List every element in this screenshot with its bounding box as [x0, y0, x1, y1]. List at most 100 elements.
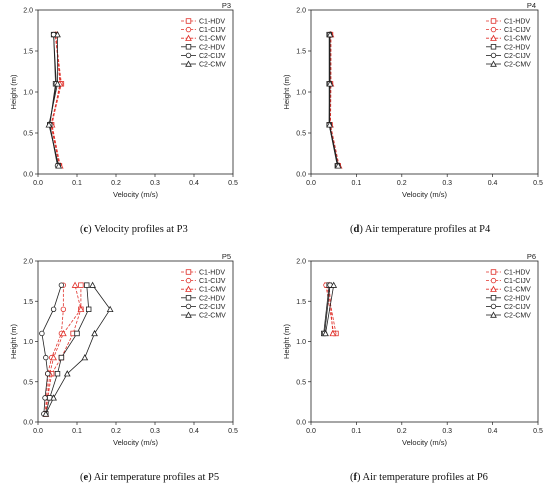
y-tick-label: 1.0 — [296, 339, 306, 346]
data-point — [54, 80, 61, 87]
legend-item: C1-CMV — [181, 285, 226, 294]
legend-marker — [185, 18, 192, 24]
x-tick-label: 0.0 — [306, 180, 316, 187]
legend-label: C1-CIJV — [199, 27, 226, 34]
legend-item: C2-CIJV — [181, 303, 226, 311]
legend-label: C1-CMV — [199, 36, 226, 43]
x-tick-label: 0.2 — [397, 428, 407, 435]
plot-frame — [310, 260, 539, 423]
legend-label: C2-CMV — [504, 62, 531, 69]
x-tick-label: 0.0 — [33, 180, 43, 187]
legend-item: C1-CMV — [486, 34, 531, 43]
y-tick-label: 1.5 — [23, 299, 33, 306]
series-C2-HDV — [326, 31, 341, 169]
legend-label: C2-CIJV — [504, 53, 531, 60]
legend-label: C1-HDV — [504, 19, 530, 26]
series-line — [45, 285, 90, 415]
legend-marker — [185, 295, 192, 301]
y-tick-label: 1.5 — [296, 49, 306, 56]
panel-title: P3 — [222, 1, 231, 10]
legend-label: C2-CMV — [504, 313, 531, 320]
data-point — [71, 281, 79, 288]
legend-label: C2-CMV — [199, 313, 226, 320]
legend-item: C2-CMV — [181, 60, 226, 69]
legend-label: C1-HDV — [504, 270, 530, 277]
panel-title: P4 — [527, 1, 536, 10]
legend-item: C2-HDV — [486, 295, 530, 302]
legend-marker — [185, 311, 192, 318]
legend-label: C1-CIJV — [504, 278, 531, 285]
legend-label: C2-CIJV — [504, 304, 531, 311]
x-tick-label: 0.1 — [72, 180, 82, 187]
legend-label: C2-CIJV — [199, 53, 226, 60]
data-point — [58, 282, 65, 288]
data-point — [58, 354, 65, 361]
x-tick-label: 0.4 — [189, 428, 199, 435]
data-point — [329, 329, 337, 337]
caption-d: (d) Air temperature profiles at P4 — [350, 224, 491, 235]
x-tick-label: 0.4 — [488, 428, 498, 435]
legend-marker — [185, 277, 192, 284]
y-tick-label: 0.0 — [23, 420, 33, 427]
legend-marker — [490, 269, 497, 275]
series-line — [330, 34, 340, 166]
chart-panel-2: 0.0 0.1 0.2 0.3 0.4 0.5 0.0 0.5 1.0 1.5 2.0 Velocit… — [282, 1, 543, 199]
legend-marker — [490, 285, 497, 292]
legend-item: C1-CIJV — [486, 277, 531, 285]
data-point — [322, 329, 329, 337]
data-point — [42, 395, 48, 401]
x-tick-label: 0.3 — [150, 428, 160, 435]
x-tick-label: 0.2 — [397, 180, 407, 187]
series-C2-CIJV — [39, 282, 65, 417]
legend-marker — [490, 44, 497, 50]
series-line — [324, 285, 331, 334]
series-line — [41, 285, 62, 414]
panel-title: P5 — [222, 252, 231, 261]
x-tick-label: 0.4 — [488, 180, 498, 187]
series-C2-CMV — [326, 31, 342, 169]
data-point — [330, 281, 338, 288]
legend-marker — [185, 44, 192, 50]
x-tick-label: 0.5 — [533, 180, 543, 187]
legend-marker — [490, 52, 497, 59]
chart-panel-1: 0.0 0.1 0.2 0.3 0.4 0.5 0.0 0.5 1.0 1.5 2.0 Velocit… — [9, 1, 238, 199]
legend-label: C1-HDV — [199, 270, 225, 277]
legend-label: C1-CMV — [199, 287, 226, 294]
legend-marker — [490, 295, 497, 301]
x-tick-label: 0.5 — [533, 428, 543, 435]
y-tick-label: 0.0 — [296, 420, 306, 427]
data-point — [45, 371, 51, 377]
series-line — [328, 34, 339, 166]
legend-item: C2-CIJV — [486, 52, 531, 60]
data-point — [89, 281, 96, 288]
legend-item: C2-HDV — [181, 44, 225, 51]
series-line — [328, 285, 334, 334]
legend-label: C1-HDV — [199, 19, 225, 26]
legend-item: C1-CMV — [486, 285, 531, 294]
y-tick-label: 2.0 — [23, 8, 33, 15]
panel-title: P6 — [527, 252, 536, 261]
y-axis-label: Height (m) — [282, 74, 291, 110]
legend-marker — [185, 285, 192, 292]
legend-label: C2-HDV — [504, 44, 530, 51]
data-point — [78, 282, 84, 288]
legend-label: C2-HDV — [504, 295, 530, 302]
series-line — [329, 34, 339, 166]
legend-marker — [185, 269, 192, 275]
x-tick-label: 0.3 — [442, 180, 452, 187]
data-point — [81, 354, 89, 361]
y-axis-label: Height (m) — [9, 323, 18, 359]
series-C1-CIJV — [48, 31, 64, 169]
legend-marker — [490, 34, 497, 41]
legend-marker — [185, 303, 192, 310]
legend-item: C2-HDV — [486, 44, 530, 51]
data-point — [86, 306, 92, 312]
y-tick-label: 0.5 — [23, 131, 33, 138]
legend-label: C1-CMV — [504, 287, 531, 294]
legend-marker — [185, 60, 192, 67]
x-axis-label: Velocity (m/s) — [113, 190, 159, 199]
